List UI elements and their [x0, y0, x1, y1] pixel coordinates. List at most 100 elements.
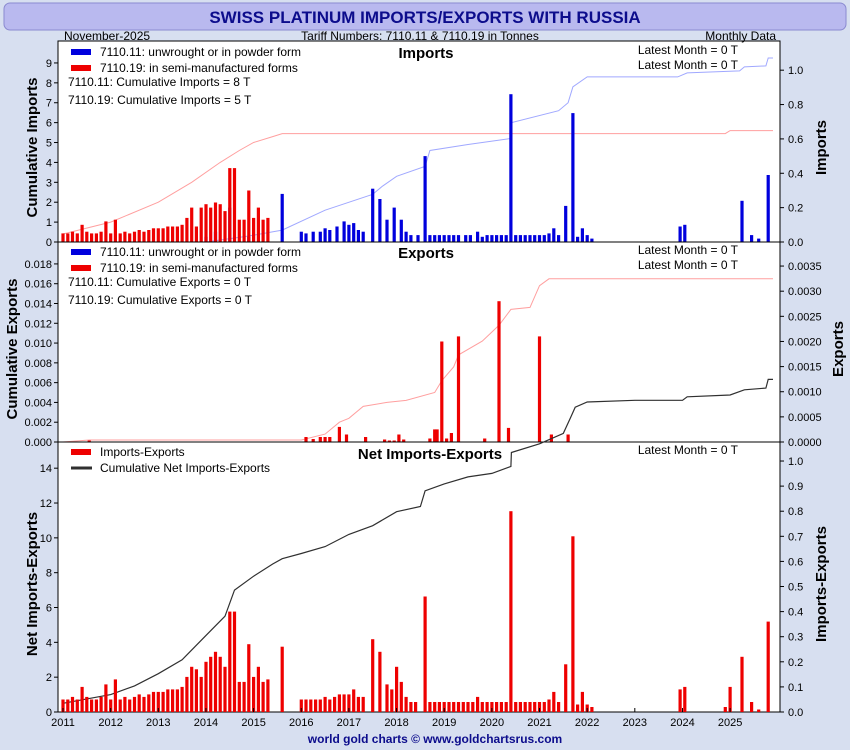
bar-imports-exports: [547, 699, 551, 712]
bar-7110-19: [566, 434, 570, 442]
left-tick-label: 0.004: [24, 397, 52, 409]
bar-7110-11: [323, 228, 327, 242]
bar-imports-exports: [678, 689, 682, 712]
bar-7110-19: [75, 233, 79, 242]
bar-7110-11: [495, 235, 499, 242]
right-axis-title: Imports-Exports: [813, 526, 830, 642]
bar-7110-19: [242, 219, 246, 242]
legend-label: 7110.11: unwrought or in powder form: [100, 45, 301, 59]
bar-7110-19: [209, 207, 213, 242]
bar-7110-19: [175, 226, 179, 242]
bar-imports-exports: [147, 694, 151, 712]
bar-7110-19: [392, 440, 396, 442]
bar-7110-19: [232, 168, 237, 242]
left-axis-title: Cumulative Exports: [4, 279, 21, 420]
bar-imports-exports: [256, 666, 260, 712]
bar-7110-19: [445, 438, 449, 442]
bar-imports-exports: [723, 707, 727, 712]
bar-7110-19: [506, 427, 511, 442]
bar-7110-11: [347, 224, 351, 242]
bar-imports-exports: [557, 702, 561, 712]
x-tick-label: 2021: [527, 717, 551, 729]
left-tick-label: 0.018: [24, 259, 52, 271]
left-tick-label: 6: [46, 603, 52, 615]
bar-imports-exports: [347, 694, 351, 712]
bar-imports-exports: [504, 702, 508, 712]
bar-imports-exports: [414, 702, 418, 712]
bar-imports-exports: [280, 646, 284, 712]
bar-7110-19: [228, 168, 232, 242]
left-tick-label: 7: [46, 98, 52, 110]
left-tick-label: 3: [46, 177, 52, 189]
bar-7110-11: [499, 235, 503, 242]
bar-imports-exports: [428, 702, 432, 712]
bar-imports-exports: [90, 699, 94, 712]
bar-imports-exports: [452, 702, 456, 712]
bar-7110-11: [328, 230, 332, 242]
panel-3: 0 2 4 6 8 10 12 14 0.0 0.1 0.2 0.3 0.4 0.5 0.6 0.7 0.8 0.…: [24, 378, 830, 729]
bar-imports-exports: [118, 699, 122, 712]
bar-7110-11: [523, 235, 527, 242]
right-axis-title: Exports: [830, 321, 847, 377]
right-tick-label: 0.4: [788, 607, 803, 619]
bar-7110-11: [404, 231, 408, 242]
bar-7110-11: [392, 207, 396, 242]
bar-7110-11: [423, 156, 427, 242]
bar-7110-11: [433, 235, 437, 242]
left-tick-label: 0.000: [24, 437, 52, 449]
bar-7110-19: [99, 231, 103, 242]
bar-imports-exports: [337, 694, 341, 712]
right-tick-label: 0.5: [788, 582, 803, 594]
title-bar: [3, 2, 847, 31]
bar-7110-19: [147, 230, 151, 242]
panel-2: 0.000 0.002 0.004 0.006 0.008 0.010 0.012 0.014…: [4, 241, 847, 449]
bar-7110-19: [449, 433, 453, 442]
bar-7110-11: [378, 199, 382, 242]
bar-imports-exports: [590, 707, 594, 712]
left-tick-label: 6: [46, 118, 52, 130]
left-tick-label: 0: [46, 237, 52, 249]
bar-imports-exports: [361, 696, 365, 712]
bar-imports-exports: [299, 699, 303, 712]
left-tick-label: 0.008: [24, 358, 52, 370]
left-tick-label: 0.002: [24, 417, 52, 429]
bar-imports-exports: [580, 691, 584, 712]
right-tick-label: 0.0000: [788, 437, 822, 449]
bar-7110-19: [383, 439, 387, 442]
bar-imports-exports: [480, 702, 484, 712]
x-tick-label: 2025: [718, 717, 742, 729]
left-tick-label: 9: [46, 58, 52, 70]
left-tick-label: 8: [46, 568, 52, 580]
chart-title: SWISS PLATINUM IMPORTS/EXPORTS WITH RUSS…: [209, 8, 640, 27]
bar-7110-11: [318, 231, 322, 242]
bar-7110-11: [580, 228, 584, 242]
bar-imports-exports: [385, 684, 389, 712]
bar-imports-exports: [495, 702, 499, 712]
bar-7110-11: [576, 236, 580, 242]
bar-imports-exports: [518, 702, 522, 712]
bar-7110-19: [344, 434, 349, 442]
bar-imports-exports: [94, 699, 98, 712]
cumulative-line-2: [62, 130, 773, 235]
bar-7110-19: [304, 437, 308, 442]
bar-7110-19: [204, 204, 208, 242]
left-tick-label: 2: [46, 672, 52, 684]
bar-imports-exports: [85, 696, 89, 712]
cumulative-line-1: [62, 378, 773, 704]
bar-7110-19: [323, 437, 327, 442]
bar-imports-exports: [356, 696, 360, 712]
bar-7110-19: [137, 230, 141, 242]
bar-7110-19: [156, 228, 160, 242]
right-tick-label: 0.0005: [788, 412, 822, 424]
bar-7110-11: [304, 233, 308, 242]
bar-7110-11: [352, 223, 356, 242]
bar-imports-exports: [66, 699, 70, 712]
bar-7110-11: [476, 231, 480, 242]
legend-swatch: [71, 49, 91, 55]
bar-imports-exports: [423, 596, 427, 712]
bar-imports-exports: [571, 536, 575, 712]
bar-7110-11: [416, 235, 420, 242]
bar-7110-19: [94, 233, 98, 242]
bar-imports-exports: [166, 689, 170, 712]
legend-label: Imports-Exports: [100, 445, 185, 459]
